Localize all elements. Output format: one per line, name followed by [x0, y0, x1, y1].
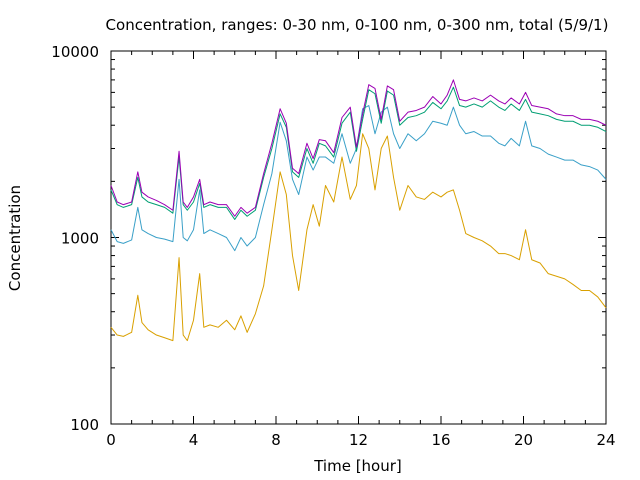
axis-ticks	[110, 50, 607, 425]
x-tick-label: 4	[189, 431, 199, 449]
y-axis-label: Concentration	[6, 185, 24, 291]
plot-area	[110, 50, 607, 425]
series-line-4	[110, 79, 607, 217]
series-line-2	[110, 105, 607, 252]
y-tick-labels: 100 1000 10000	[51, 43, 99, 434]
chart-title: Concentration, ranges: 0-30 nm, 0-100 nm…	[106, 16, 609, 34]
y-tick-label: 10000	[51, 43, 99, 61]
x-tick-label: 24	[596, 431, 615, 449]
plot-frame	[110, 50, 607, 425]
series-line-3	[110, 86, 607, 220]
x-axis-label: Time [hour]	[313, 457, 402, 475]
x-tick-label: 16	[431, 431, 450, 449]
x-tick-label: 0	[106, 431, 116, 449]
y-tick-label: 1000	[61, 230, 99, 248]
series-line-1	[110, 133, 607, 342]
y-tick-label: 100	[70, 416, 99, 434]
x-tick-labels: 0 4 8 12 16 20 24	[106, 431, 615, 449]
x-tick-label: 12	[349, 431, 368, 449]
series-layer	[110, 79, 607, 342]
x-tick-label: 20	[514, 431, 533, 449]
x-tick-label: 8	[271, 431, 281, 449]
